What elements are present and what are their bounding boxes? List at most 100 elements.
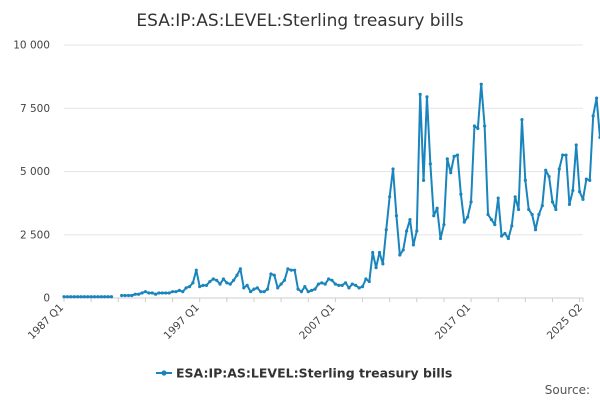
data-point[interactable] <box>235 273 239 277</box>
data-point[interactable] <box>499 234 504 238</box>
data-point[interactable] <box>289 268 293 272</box>
data-point[interactable] <box>326 277 331 281</box>
data-point[interactable] <box>544 168 548 172</box>
data-point[interactable] <box>282 278 287 282</box>
data-point[interactable] <box>252 287 256 291</box>
data-point[interactable] <box>578 190 582 194</box>
data-point[interactable] <box>303 285 307 289</box>
data-point[interactable] <box>225 281 229 285</box>
data-point[interactable] <box>170 290 175 294</box>
data-point[interactable] <box>103 295 107 299</box>
data-point[interactable] <box>167 291 171 295</box>
data-point[interactable] <box>269 272 273 276</box>
data-point[interactable] <box>530 212 534 217</box>
data-point[interactable] <box>479 82 483 86</box>
data-point[interactable] <box>483 124 487 128</box>
data-point[interactable] <box>381 262 385 266</box>
data-point[interactable] <box>181 290 185 294</box>
data-point[interactable] <box>557 167 561 171</box>
data-point[interactable] <box>140 291 144 295</box>
data-point[interactable] <box>333 282 337 286</box>
data-point[interactable] <box>347 286 351 290</box>
data-point[interactable] <box>588 178 592 182</box>
data-point[interactable] <box>343 281 348 285</box>
data-point[interactable] <box>75 295 80 299</box>
data-point[interactable] <box>265 287 270 291</box>
data-point[interactable] <box>198 285 202 289</box>
data-point[interactable] <box>143 290 148 294</box>
data-point[interactable] <box>276 286 280 290</box>
data-point[interactable] <box>337 283 341 287</box>
data-point[interactable] <box>184 286 188 290</box>
data-point[interactable] <box>472 124 477 128</box>
data-point[interactable] <box>164 291 168 295</box>
data-point[interactable] <box>106 295 110 299</box>
data-point[interactable] <box>435 206 439 210</box>
data-point[interactable] <box>550 200 555 204</box>
data-point[interactable] <box>489 217 494 222</box>
data-point[interactable] <box>455 153 460 157</box>
data-point[interactable] <box>89 295 93 299</box>
data-point[interactable] <box>438 236 443 241</box>
data-point[interactable] <box>259 290 263 294</box>
data-point[interactable] <box>177 288 181 293</box>
data-point[interactable] <box>123 293 127 298</box>
data-point[interactable] <box>462 220 466 224</box>
data-point[interactable] <box>126 293 131 298</box>
data-point[interactable] <box>574 143 578 147</box>
data-point[interactable] <box>391 167 395 171</box>
data-point[interactable] <box>516 207 521 212</box>
data-point[interactable] <box>554 207 558 212</box>
data-point[interactable] <box>418 92 422 96</box>
data-point[interactable] <box>354 283 358 287</box>
data-point[interactable] <box>208 279 212 284</box>
data-point[interactable] <box>153 292 158 296</box>
data-point[interactable] <box>466 215 470 219</box>
data-point[interactable] <box>242 286 246 290</box>
data-point[interactable] <box>320 281 324 285</box>
data-point[interactable] <box>174 290 178 294</box>
data-point[interactable] <box>561 153 565 157</box>
data-point[interactable] <box>157 291 161 295</box>
legend[interactable]: ESA:IP:AS:LEVEL:Sterling treasury bills <box>156 366 452 381</box>
data-point[interactable] <box>86 295 90 299</box>
data-point[interactable] <box>92 295 97 299</box>
data-point[interactable] <box>415 229 419 233</box>
data-point[interactable] <box>506 236 510 241</box>
data-point[interactable] <box>248 290 253 294</box>
data-point[interactable] <box>476 126 480 131</box>
data-point[interactable] <box>540 204 544 208</box>
data-point[interactable] <box>323 282 327 286</box>
data-point[interactable] <box>306 290 310 294</box>
data-point[interactable] <box>272 273 276 277</box>
data-point[interactable] <box>445 157 449 161</box>
data-point[interactable] <box>432 214 436 218</box>
data-point[interactable] <box>316 282 321 286</box>
data-point[interactable] <box>364 277 368 281</box>
data-point[interactable] <box>96 295 100 299</box>
data-point[interactable] <box>398 253 402 257</box>
data-point[interactable] <box>496 196 500 200</box>
data-point[interactable] <box>425 95 429 99</box>
data-point[interactable] <box>527 207 531 212</box>
data-point[interactable] <box>408 217 412 222</box>
data-point[interactable] <box>147 291 151 295</box>
data-point[interactable] <box>228 282 232 286</box>
data-point[interactable] <box>374 266 378 270</box>
data-point[interactable] <box>279 282 283 286</box>
data-point[interactable] <box>567 202 572 206</box>
data-point[interactable] <box>503 231 507 236</box>
data-point[interactable] <box>357 286 361 290</box>
data-point[interactable] <box>350 282 354 286</box>
data-point[interactable] <box>296 287 300 291</box>
data-point[interactable] <box>367 279 371 284</box>
data-point[interactable] <box>133 292 137 296</box>
data-point[interactable] <box>459 192 463 196</box>
data-point[interactable] <box>584 177 588 181</box>
data-point[interactable] <box>187 285 192 289</box>
data-point[interactable] <box>421 178 426 182</box>
data-point[interactable] <box>523 178 527 182</box>
data-point[interactable] <box>330 278 334 282</box>
data-point[interactable] <box>79 295 83 299</box>
data-point[interactable] <box>594 96 599 100</box>
